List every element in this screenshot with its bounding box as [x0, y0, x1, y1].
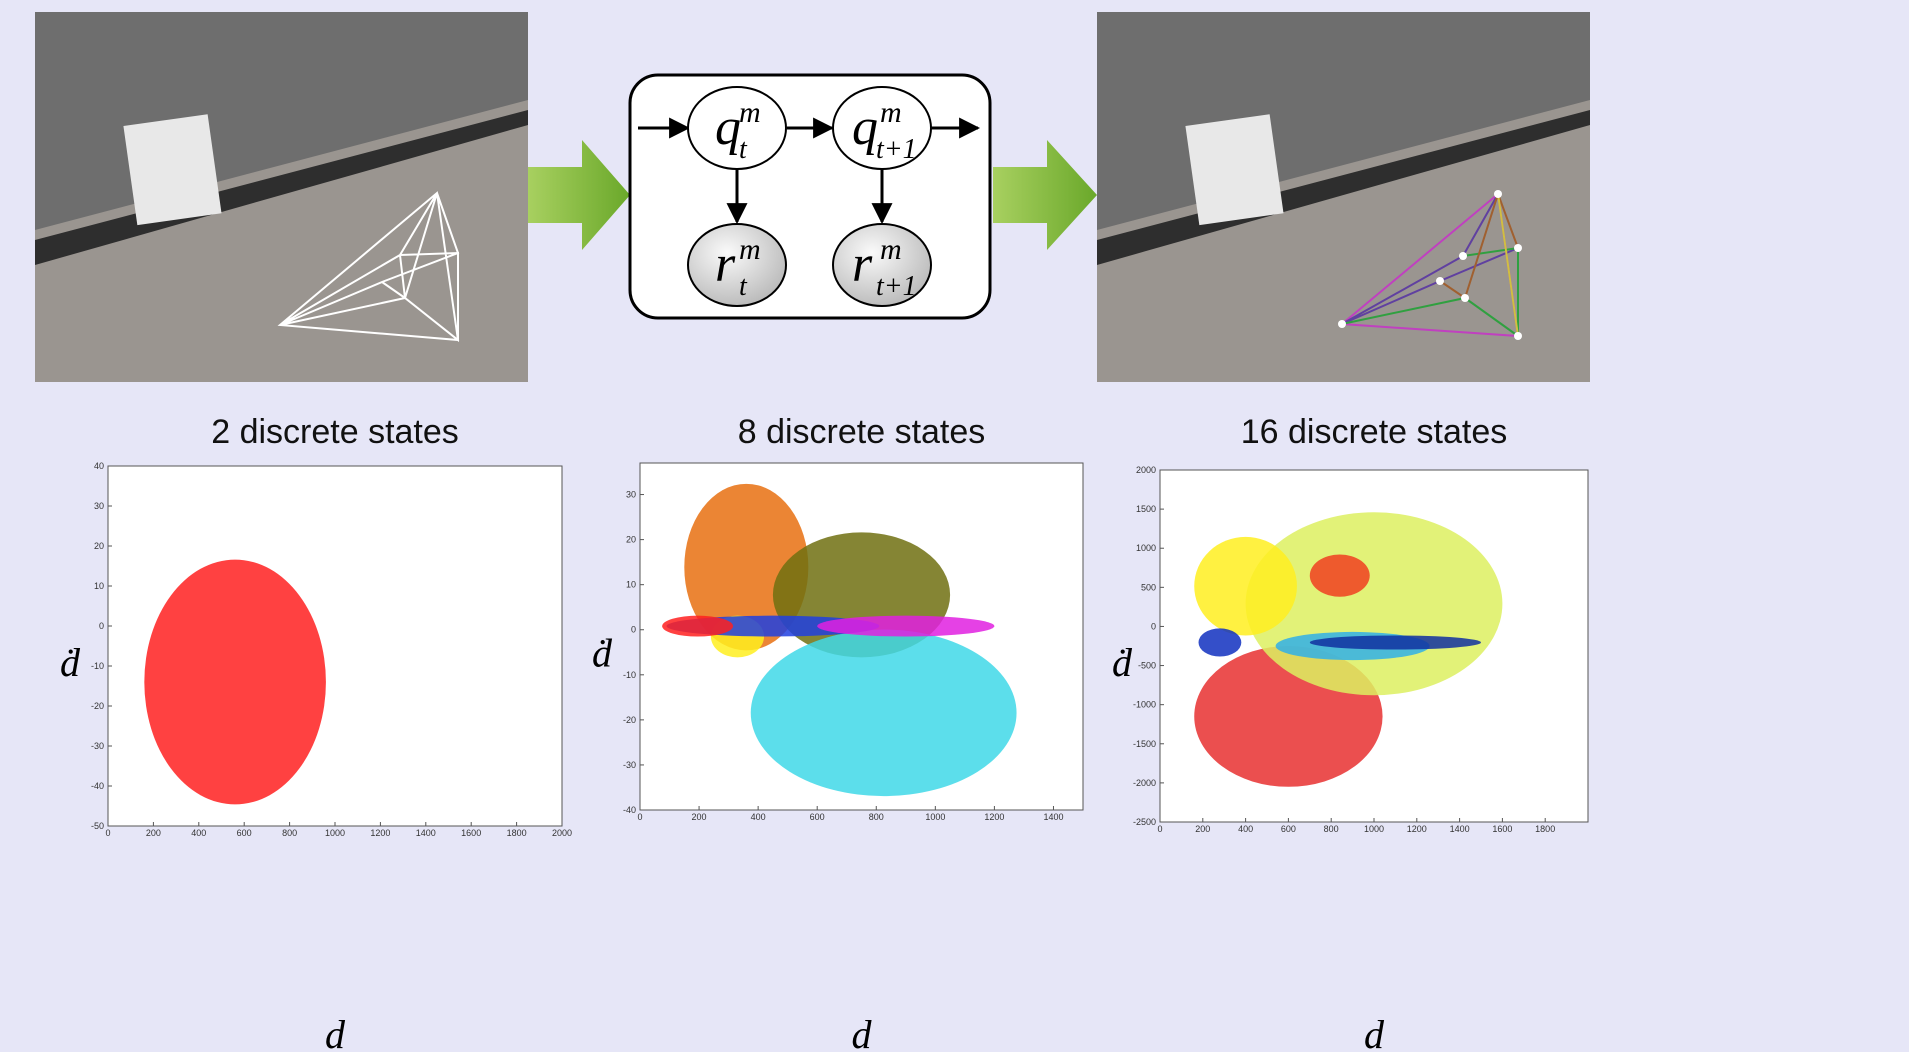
x-tick-label: 1200: [984, 812, 1004, 822]
y-tick-label: 0: [631, 625, 636, 635]
y-tick-label: 0: [99, 621, 104, 631]
x-tick-label: 1200: [1407, 824, 1427, 834]
point-cloud: [751, 630, 1017, 797]
x-tick-label: 1800: [1535, 824, 1555, 834]
x-tick-label: 0: [637, 812, 642, 822]
y-tick-label: -1500: [1133, 739, 1156, 749]
node-sub: t+1: [876, 271, 917, 302]
x-tick-label: 800: [869, 812, 884, 822]
point-cloud: [662, 616, 733, 637]
page: {"diagram": {"nodes": [ {"label": "q", "…: [0, 0, 1909, 1052]
node-label: q: [715, 99, 741, 156]
y-axis-label: ḋ: [592, 631, 613, 676]
y-axis-label: ḋ: [60, 640, 81, 685]
y-tick-label: -10: [91, 661, 104, 671]
y-tick-label: -50: [91, 821, 104, 831]
x-tick-label: 800: [282, 828, 297, 838]
node-label: r: [715, 236, 736, 293]
x-tick-label: 400: [751, 812, 766, 822]
x-tick-label: 1800: [507, 828, 527, 838]
y-tick-label: 40: [94, 461, 104, 471]
y-tick-label: -1000: [1133, 700, 1156, 710]
flow-arrow: [528, 140, 630, 250]
x-axis-label: d: [325, 1012, 346, 1052]
x-axis-label: d: [1364, 1012, 1385, 1052]
y-tick-label: 10: [94, 581, 104, 591]
x-tick-label: 200: [1195, 824, 1210, 834]
node-label: r: [852, 236, 873, 293]
x-tick-label: 600: [810, 812, 825, 822]
y-tick-label: -2000: [1133, 778, 1156, 788]
node-sub: t: [739, 134, 748, 165]
photo-right: [1097, 12, 1590, 382]
x-tick-label: 2000: [552, 828, 572, 838]
y-tick-label: -20: [623, 715, 636, 725]
point-cloud: [1194, 537, 1297, 636]
x-tick-label: 0: [1157, 824, 1162, 834]
x-tick-label: 400: [1238, 824, 1253, 834]
node-sup: m: [880, 233, 902, 266]
x-tick-label: 1000: [925, 812, 945, 822]
x-tick-label: 200: [692, 812, 707, 822]
y-tick-label: 0: [1151, 621, 1156, 631]
x-tick-label: 1400: [1043, 812, 1063, 822]
y-tick-label: -20: [91, 701, 104, 711]
x-tick-label: 600: [237, 828, 252, 838]
y-tick-label: -40: [91, 781, 104, 791]
y-tick-label: -40: [623, 805, 636, 815]
y-tick-label: 20: [94, 541, 104, 551]
y-tick-label: 1500: [1136, 504, 1156, 514]
point-cloud: [144, 560, 326, 805]
y-tick-label: 30: [626, 490, 636, 500]
y-tick-label: 30: [94, 501, 104, 511]
node-sub: t: [739, 271, 748, 302]
chart-title: 16 discrete states: [1241, 413, 1507, 451]
node-sup: m: [739, 96, 761, 129]
y-tick-label: 1000: [1136, 543, 1156, 553]
point-cloud: [1199, 628, 1242, 656]
node-sup: m: [739, 233, 761, 266]
point-cloud: [1310, 635, 1481, 649]
node-sub: t+1: [876, 134, 917, 165]
point-cloud: [817, 616, 994, 637]
x-tick-label: 1400: [1450, 824, 1470, 834]
y-tick-label: -500: [1138, 661, 1156, 671]
chart-title: 8 discrete states: [738, 413, 986, 451]
y-tick-label: 20: [626, 535, 636, 545]
node-sup: m: [880, 96, 902, 129]
photo-left: [35, 12, 528, 382]
x-tick-label: 0: [105, 828, 110, 838]
x-tick-label: 1200: [370, 828, 390, 838]
chart-title: 2 discrete states: [211, 413, 459, 451]
x-tick-label: 600: [1281, 824, 1296, 834]
y-tick-label: -30: [623, 760, 636, 770]
x-tick-label: 1000: [1364, 824, 1384, 834]
y-tick-label: -10: [623, 670, 636, 680]
x-tick-label: 400: [191, 828, 206, 838]
y-tick-label: -30: [91, 741, 104, 751]
x-tick-label: 800: [1324, 824, 1339, 834]
y-tick-label: -2500: [1133, 817, 1156, 827]
x-tick-label: 1600: [461, 828, 481, 838]
y-tick-label: 500: [1141, 582, 1156, 592]
x-axis-label: d: [852, 1012, 873, 1052]
point-cloud: [1310, 554, 1370, 596]
node-label: q: [852, 99, 878, 156]
hmm-diagram: [630, 75, 990, 318]
figure: qmtqmt+1rmtrmt+1 02004006008001000120014…: [0, 0, 1909, 1052]
x-tick-label: 1000: [325, 828, 345, 838]
x-tick-label: 1400: [416, 828, 436, 838]
x-tick-label: 200: [146, 828, 161, 838]
flow-arrow: [993, 140, 1097, 250]
y-tick-label: 10: [626, 580, 636, 590]
y-axis-label: ḋ: [1112, 640, 1133, 685]
x-tick-label: 1600: [1492, 824, 1512, 834]
y-tick-label: 2000: [1136, 465, 1156, 475]
